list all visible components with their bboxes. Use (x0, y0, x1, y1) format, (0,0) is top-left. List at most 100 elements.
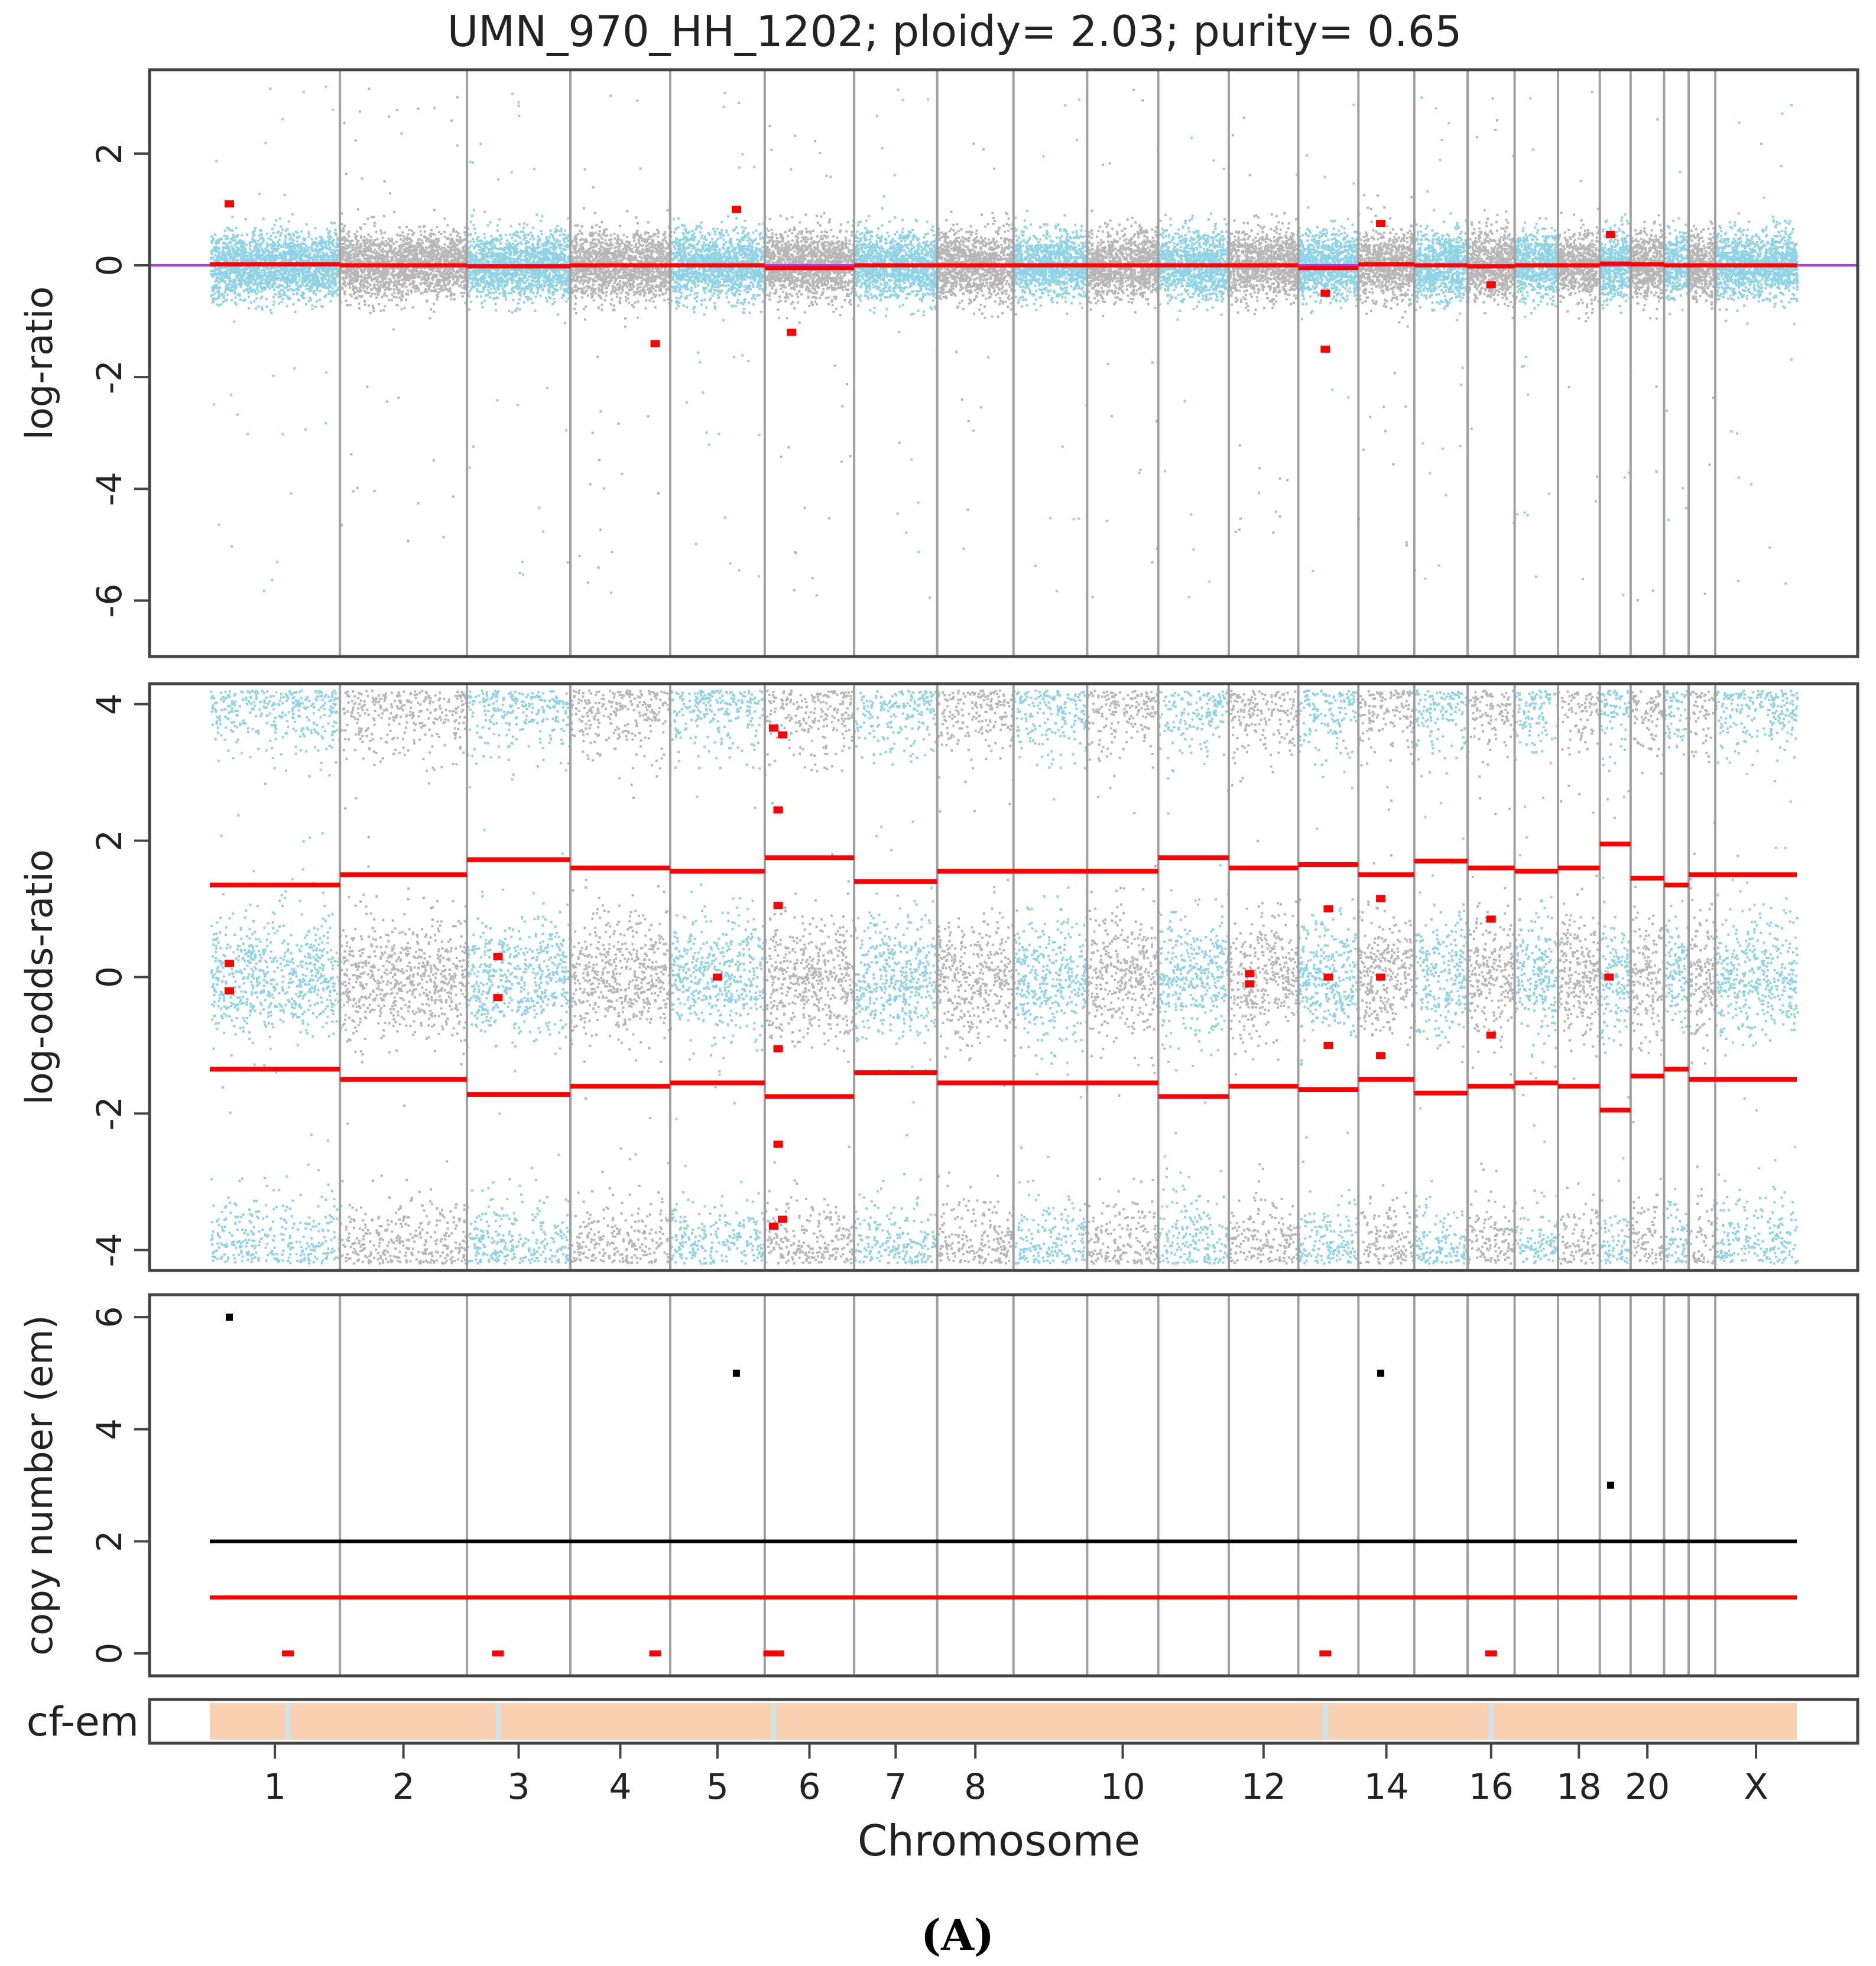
data-point (259, 271, 262, 274)
data-point (280, 295, 283, 298)
data-point (329, 266, 332, 269)
data-point (327, 285, 330, 288)
data-point (353, 258, 356, 261)
data-point (347, 269, 350, 272)
data-point (242, 241, 245, 243)
data-point (395, 233, 398, 236)
data-point (412, 274, 415, 277)
data-point (301, 247, 304, 249)
data-point (491, 246, 494, 248)
data-point (253, 300, 256, 303)
data-point (552, 245, 555, 248)
data-point (238, 253, 241, 256)
data-point (289, 278, 292, 281)
data-point (310, 284, 313, 287)
data-point (332, 239, 335, 242)
data-point (323, 286, 326, 289)
data-point (253, 261, 256, 264)
data-point (211, 287, 214, 290)
data-point (363, 261, 366, 264)
data-point (424, 288, 427, 291)
data-point (483, 244, 485, 247)
data-point (464, 233, 467, 236)
data-point (345, 173, 348, 176)
data-point (313, 290, 316, 293)
data-point (243, 252, 246, 255)
data-point (226, 293, 229, 296)
data-point (386, 274, 389, 277)
data-point (296, 281, 299, 284)
data-point (275, 277, 278, 280)
data-point (249, 255, 252, 258)
data-point (291, 273, 294, 276)
data-point (298, 254, 301, 256)
data-point (355, 280, 358, 283)
data-point (333, 279, 336, 282)
data-point (331, 243, 334, 246)
data-point (517, 235, 520, 238)
data-point (316, 300, 319, 303)
data-point (380, 275, 383, 278)
data-point (340, 258, 343, 261)
data-point (352, 277, 354, 280)
data-point (437, 267, 440, 270)
data-point (453, 274, 456, 277)
data-point (397, 261, 400, 264)
data-point (258, 258, 261, 261)
data-point (428, 233, 431, 236)
data-point (349, 269, 352, 272)
data-point (244, 282, 246, 285)
data-point (362, 251, 365, 254)
data-point (453, 242, 456, 245)
data-point (475, 238, 478, 241)
data-point (430, 255, 433, 258)
data-point (447, 252, 450, 255)
data-point (213, 266, 216, 268)
data-point (447, 246, 450, 249)
data-point (443, 283, 446, 285)
data-point (385, 277, 388, 280)
data-point (278, 284, 281, 287)
data-point (439, 279, 442, 282)
data-point (397, 254, 400, 256)
data-point (392, 328, 395, 331)
data-point (254, 280, 257, 283)
data-point (387, 259, 390, 262)
data-point (247, 279, 250, 282)
data-point (290, 255, 293, 258)
data-point (304, 428, 307, 431)
data-point (392, 242, 395, 245)
data-point (327, 257, 330, 260)
data-point (367, 285, 369, 288)
data-point (322, 241, 324, 244)
data-point (440, 267, 443, 269)
data-point (396, 288, 399, 291)
data-point (430, 246, 433, 249)
data-point (303, 237, 306, 240)
data-point (401, 245, 404, 248)
data-point (340, 286, 343, 289)
data-point (334, 291, 337, 294)
data-point (525, 239, 528, 242)
data-point (342, 243, 345, 246)
data-point (280, 284, 283, 287)
data-point (355, 235, 358, 238)
data-point (327, 277, 330, 280)
data-point (228, 248, 231, 250)
data-point (424, 258, 427, 261)
data-point (453, 298, 456, 301)
data-point (447, 270, 449, 273)
data-point (446, 255, 449, 258)
data-point (452, 269, 455, 272)
data-point (343, 247, 346, 250)
data-point (244, 248, 247, 251)
data-point (260, 287, 263, 290)
data-point (406, 289, 409, 292)
data-point (456, 96, 459, 99)
data-point (377, 292, 379, 295)
data-point (216, 303, 219, 306)
panel-background (150, 70, 1858, 657)
data-point (407, 279, 410, 282)
data-point (335, 272, 337, 275)
data-point (380, 283, 383, 286)
